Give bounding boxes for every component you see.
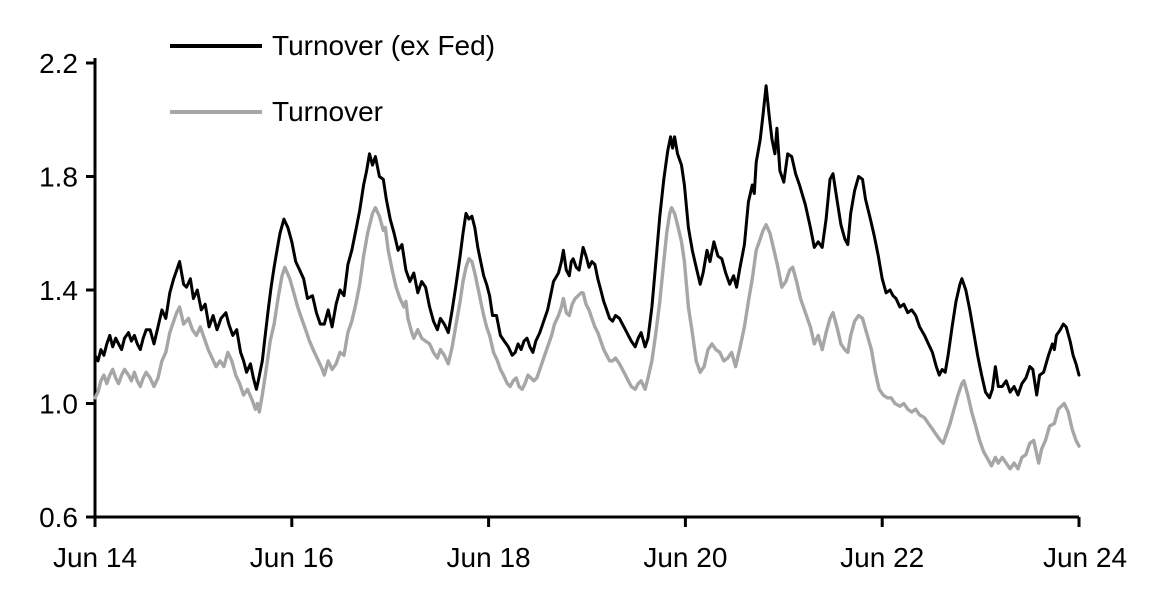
series-line-turnover-ex-fed [93,84,1081,400]
x-tick-label: Jun 24 [1043,542,1127,573]
x-tick-label: Jun 16 [250,542,334,573]
legend-item-turnover-ex-fed: Turnover (ex Fed) [170,28,495,64]
x-tick-label: Jun 22 [840,542,924,573]
y-tick-label: 0.6 [39,502,78,533]
y-tick-label: 1.4 [39,275,78,306]
legend-swatch-black-line [170,44,262,48]
y-tick-label: 1.0 [39,389,78,420]
legend-label: Turnover [272,96,384,127]
x-tick-label: Jun 14 [53,542,137,573]
series-line-turnover [93,205,1081,471]
legend-swatch-gray-line [170,110,262,114]
y-tick-label: 2.2 [39,48,78,79]
x-tick-label: Jun 20 [643,542,727,573]
legend-item-turnover: Turnover [170,94,495,130]
y-tick-label: 1.8 [39,162,78,193]
x-tick-label: Jun 18 [447,542,531,573]
legend: Turnover (ex Fed) Turnover [170,28,495,160]
legend-label: Turnover (ex Fed) [272,30,496,61]
